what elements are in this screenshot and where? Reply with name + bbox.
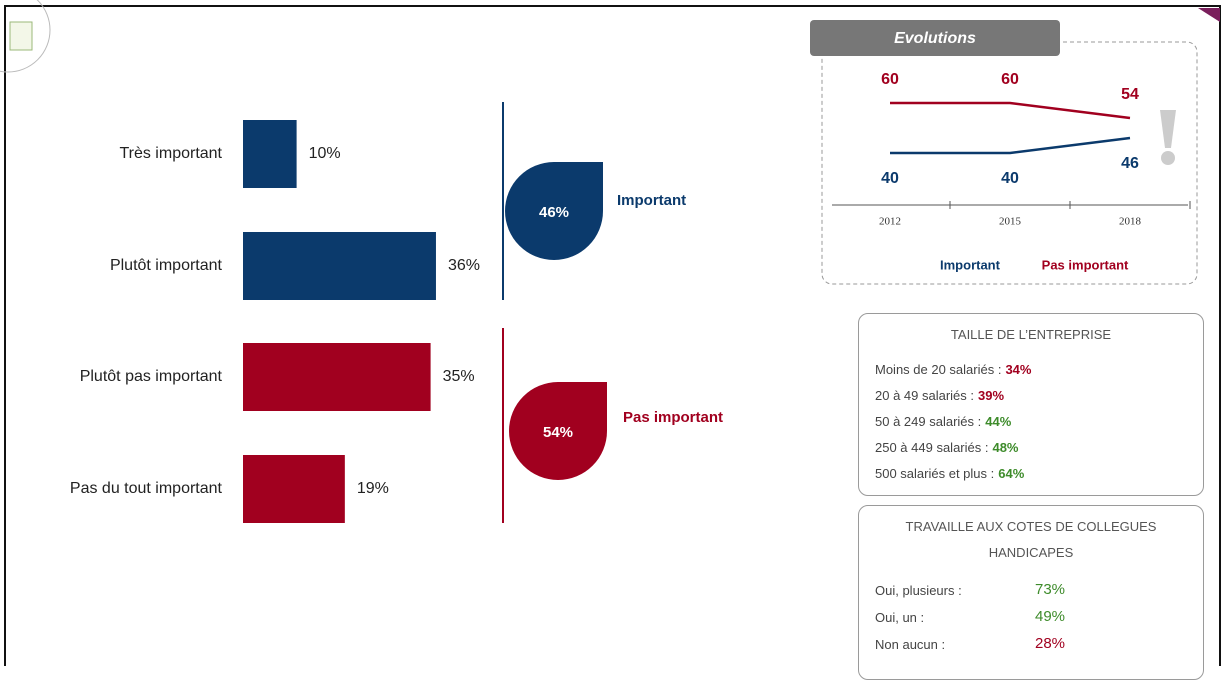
teardrop: [505, 162, 603, 260]
exclamation: [1160, 110, 1176, 165]
teardrop: [509, 382, 607, 480]
info-box: TAILLE DE L’ENTREPRISE Moins de 20 salari…: [858, 313, 1204, 496]
data-label: 46: [1121, 155, 1139, 172]
value-label: 10%: [309, 145, 341, 162]
list-item: Non aucun : 28%: [875, 635, 1065, 652]
corner-decoration: [0, 0, 51, 73]
x-tick-label: 2012: [879, 216, 901, 228]
bar: [243, 232, 436, 300]
info-box: TRAVAILLE AUX COTES DE COLLEGUES HANDICA…: [858, 505, 1204, 680]
series-line: [890, 136, 1131, 155]
teardrop-label: 54%: [543, 424, 573, 441]
list-item: Oui, plusieurs : 73%: [875, 581, 1065, 598]
bar: [243, 343, 431, 411]
legend-label: Pas important: [1042, 257, 1129, 272]
item-label: Oui, un :: [875, 610, 925, 625]
box-title: TRAVAILLE AUX COTES DE COLLEGUES HANDICA…: [905, 519, 1157, 560]
x-tick-label: 2015: [999, 216, 1022, 228]
data-label: 60: [1001, 71, 1019, 88]
data-label: 60: [881, 71, 899, 88]
item-label: Moins de 20 salariés :: [875, 362, 1002, 377]
data-label: 54: [1121, 86, 1139, 103]
category-label: Plutôt important: [110, 257, 223, 274]
slide: Evolutions Très important 10% Plutôt impor…: [0, 0, 1221, 666]
item-value: 64%: [998, 466, 1025, 481]
value-label: 36%: [448, 257, 480, 274]
item-label: 50 à 249 salariés :: [875, 414, 982, 429]
item-value: 44%: [985, 414, 1012, 429]
item-label: 250 à 449 salariés :: [875, 440, 989, 455]
value-label: 35%: [443, 368, 475, 385]
category-label: Pas du tout important: [70, 480, 223, 497]
frame: [4, 5, 1221, 666]
item-value: 73%: [1035, 581, 1066, 598]
item-value: 48%: [992, 440, 1019, 455]
bar: [243, 120, 297, 188]
list-item: Oui, un : 49%: [875, 608, 1065, 625]
list-item: 20 à 49 salariés :39%: [875, 388, 1004, 403]
item-label: Non aucun :: [875, 637, 946, 652]
item-label: 500 salariés et plus :: [875, 466, 995, 481]
legend-label: Important: [940, 257, 1001, 272]
group-label: Pas important: [623, 409, 723, 426]
list-item: Moins de 20 salariés :34%: [875, 362, 1031, 377]
teardrop-label: 46%: [539, 204, 569, 221]
series-line: [890, 101, 1131, 120]
data-label: 40: [881, 170, 899, 187]
item-label: 20 à 49 salariés :: [875, 388, 975, 403]
list-item: 50 à 249 salariés :44%: [875, 414, 1011, 429]
list-item: 250 à 449 salariés :48%: [875, 440, 1019, 455]
bar: [243, 455, 345, 523]
line-title: Evolutions: [894, 30, 976, 47]
x-tick-label: 2018: [1119, 216, 1142, 228]
category-label: Très important: [119, 145, 222, 162]
icon: [9, 21, 33, 51]
corner-decoration: [1198, 8, 1220, 22]
list-item: 500 salariés et plus :64%: [875, 466, 1024, 481]
item-value: 28%: [1035, 635, 1066, 652]
data-label: 40: [1001, 170, 1019, 187]
item-value: 39%: [978, 388, 1005, 403]
category-label: Plutôt pas important: [80, 368, 223, 385]
group-label: Important: [617, 192, 686, 209]
title-tab: [810, 20, 1060, 56]
item-label: Oui, plusieurs :: [875, 583, 962, 598]
value-label: 19%: [357, 480, 389, 497]
item-value: 49%: [1035, 608, 1066, 625]
item-value: 34%: [1005, 362, 1032, 377]
box-title: TAILLE DE L’ENTREPRISE: [950, 327, 1112, 342]
